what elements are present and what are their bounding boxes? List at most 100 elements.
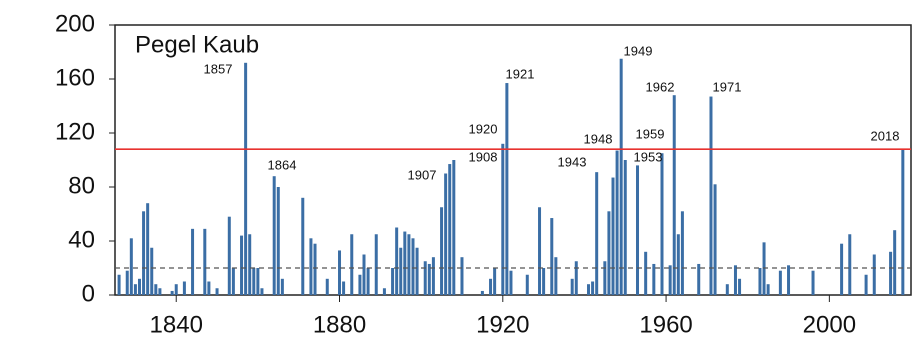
bar <box>644 251 648 295</box>
bar <box>407 234 411 295</box>
bar <box>174 284 178 295</box>
bar <box>725 284 729 295</box>
bar <box>309 238 313 295</box>
bar <box>452 160 456 295</box>
annotation: 1857 <box>204 61 233 76</box>
bar <box>538 207 542 295</box>
bar <box>848 234 852 295</box>
bar <box>697 263 701 295</box>
bar <box>133 284 137 295</box>
bar <box>493 268 497 295</box>
bar <box>411 238 415 295</box>
annotation: 1959 <box>636 126 665 141</box>
bar <box>864 274 868 295</box>
bar <box>129 238 133 295</box>
bar <box>191 228 195 295</box>
bar <box>117 274 121 295</box>
bar <box>423 261 427 295</box>
bar <box>660 153 664 295</box>
annotation: 1921 <box>506 66 535 81</box>
x-tick-label: 1960 <box>639 311 692 338</box>
annotation: 1962 <box>646 79 675 94</box>
annotation: 1949 <box>624 43 653 58</box>
bar <box>342 281 346 295</box>
bar <box>603 261 607 295</box>
bar <box>301 197 305 295</box>
bar <box>460 257 464 295</box>
bar <box>431 257 435 295</box>
bar <box>403 231 407 295</box>
bar <box>427 263 431 295</box>
bar <box>840 243 844 295</box>
y-tick-label: 0 <box>82 280 95 307</box>
bar <box>240 235 244 295</box>
bar <box>227 216 231 295</box>
bar <box>668 265 672 295</box>
bar <box>391 268 395 295</box>
bar <box>505 83 509 295</box>
bar <box>652 263 656 295</box>
bar <box>893 230 897 295</box>
bar <box>440 207 444 295</box>
bar <box>619 58 623 295</box>
bar <box>778 270 782 295</box>
bar <box>142 211 146 295</box>
bar <box>207 281 211 295</box>
annotation: 1953 <box>634 149 663 164</box>
bar <box>574 261 578 295</box>
bar <box>811 270 815 295</box>
bar <box>680 211 684 295</box>
bar <box>248 234 252 295</box>
bar <box>587 284 591 295</box>
chart-title: Pegel Kaub <box>135 31 259 58</box>
bar <box>399 247 403 295</box>
bar <box>125 270 129 295</box>
bar <box>489 278 493 295</box>
bar <box>350 234 354 295</box>
bar <box>787 265 791 295</box>
bar <box>244 62 248 295</box>
y-tick-label: 200 <box>55 10 95 37</box>
bar <box>733 265 737 295</box>
bar <box>480 290 484 295</box>
bar <box>382 288 386 295</box>
bar <box>591 281 595 295</box>
annotation: 2018 <box>871 128 900 143</box>
bar <box>509 270 513 295</box>
bar <box>525 274 529 295</box>
annotation: 1920 <box>469 121 498 136</box>
bar <box>338 250 342 295</box>
bar <box>444 173 448 295</box>
x-tick-label: 1880 <box>313 311 366 338</box>
bar <box>713 184 717 295</box>
bar <box>150 247 154 295</box>
bar <box>554 257 558 295</box>
y-tick-label: 160 <box>55 64 95 91</box>
x-tick-label: 1840 <box>150 311 203 338</box>
bar <box>448 164 452 295</box>
bar <box>615 150 619 295</box>
bar <box>182 281 186 295</box>
bar <box>146 203 150 295</box>
bar <box>358 274 362 295</box>
bar <box>374 234 378 295</box>
plot-frame <box>114 24 912 296</box>
bar <box>550 218 554 295</box>
bar <box>203 228 207 295</box>
annotation: 1971 <box>713 79 742 94</box>
y-tick-label: 120 <box>55 118 95 145</box>
bar <box>280 278 284 295</box>
y-tick-label: 40 <box>68 226 95 253</box>
bar <box>272 176 276 295</box>
x-tick-label: 1920 <box>476 311 529 338</box>
bar <box>325 278 329 295</box>
bar <box>366 268 370 295</box>
bar <box>607 211 611 295</box>
bar <box>623 160 627 295</box>
annotation: 1864 <box>268 157 297 172</box>
bar <box>595 172 599 295</box>
annotation: 1943 <box>558 154 587 169</box>
annotation: 1908 <box>469 149 498 164</box>
bar <box>215 288 219 295</box>
